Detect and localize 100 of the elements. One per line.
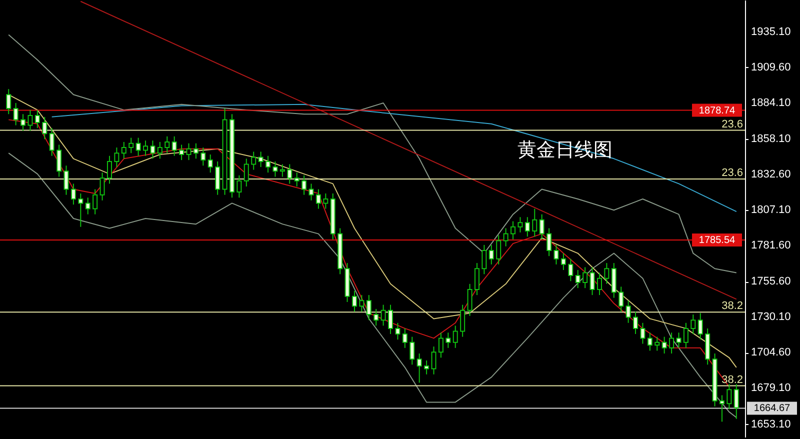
candlestick (28, 109, 33, 132)
candlestick (554, 244, 559, 265)
candlestick (690, 314, 696, 335)
candlestick (136, 137, 141, 156)
candlestick (56, 144, 62, 178)
candlestick (633, 311, 638, 335)
candlestick (416, 352, 422, 384)
y-tick-label: 1755.60 (751, 276, 791, 288)
candlestick (200, 147, 206, 166)
candlestick (402, 328, 408, 348)
candlestick (186, 142, 192, 161)
y-tick-label: 1653.10 (751, 418, 791, 430)
candlestick (374, 308, 379, 326)
candlestick (13, 102, 18, 126)
candlestick (179, 144, 184, 161)
candlestick (532, 208, 538, 238)
candlestick (251, 151, 256, 170)
y-tick-label: 1909.60 (751, 61, 791, 74)
candlestick (359, 294, 364, 312)
ref-line-label: 1785.54 (698, 235, 736, 246)
candlestick (308, 183, 314, 201)
candlestick (316, 188, 321, 210)
candlestick (518, 216, 523, 233)
candlestick (575, 269, 580, 289)
candlestick (510, 220, 516, 240)
candlestick (366, 294, 372, 321)
y-tick-label: 1807.10 (751, 204, 791, 216)
candlestick (604, 262, 610, 284)
candlestick (626, 300, 631, 324)
candlestick (726, 384, 732, 410)
candlestick (78, 192, 84, 228)
candlestick (302, 174, 307, 196)
candlestick (92, 188, 98, 215)
y-tick-label: 1935.10 (751, 26, 791, 38)
candlestick (258, 151, 264, 168)
candlestick (34, 109, 40, 129)
candlestick (539, 214, 544, 240)
candlestick (388, 304, 394, 335)
candlestick (193, 142, 198, 160)
annotation: 38.2 (722, 300, 743, 312)
candlestick (662, 336, 667, 354)
candlestick (431, 346, 436, 375)
candlestick (150, 140, 156, 160)
candlestick (395, 322, 400, 340)
candlestick (236, 174, 242, 198)
y-tick-label: 1832.60 (751, 168, 791, 181)
ref-line-label: 1664.67 (754, 403, 791, 414)
candlestick (49, 128, 54, 156)
candlestick (546, 228, 552, 257)
candlestick (215, 160, 220, 196)
candlestick (128, 137, 134, 154)
candlestick (6, 88, 12, 115)
candlestick (114, 147, 120, 168)
candlestick (64, 165, 69, 196)
candlestick (323, 192, 328, 210)
candlestick (734, 384, 739, 420)
candlestick (106, 155, 112, 184)
candlestick (446, 332, 451, 348)
candlestick (266, 155, 271, 174)
y-tick-label: 1858.10 (751, 133, 791, 146)
candlestick (272, 160, 278, 178)
candlestick (582, 266, 588, 289)
candlestick (488, 244, 494, 265)
y-tick-label: 1884.10 (751, 96, 791, 109)
candlestick (294, 172, 300, 187)
ref-line-label: 1878.74 (698, 105, 736, 116)
candlestick (164, 136, 170, 154)
candlestick (424, 360, 430, 375)
candlestick (596, 272, 602, 296)
y-tick-label: 1704.60 (751, 346, 791, 359)
candlestick (618, 286, 624, 312)
candlestick (208, 154, 213, 174)
candlestick (172, 136, 177, 156)
y-tick-label: 1730.10 (751, 311, 791, 324)
candlestick (380, 304, 386, 326)
candlestick (287, 164, 292, 184)
candlestick (654, 336, 660, 352)
candlestick (42, 116, 48, 140)
candlestick (683, 322, 688, 348)
candlestick (460, 304, 466, 338)
candlestick (524, 216, 530, 238)
candlestick (719, 394, 724, 422)
candlestick (503, 228, 508, 247)
candlestick (100, 172, 105, 201)
candlestick (590, 266, 595, 296)
y-tick-label: 1781.60 (751, 240, 791, 252)
candlestick (85, 197, 90, 215)
candlestick (70, 183, 76, 206)
candlestick (438, 332, 444, 358)
candlestick (467, 283, 472, 316)
candlestick (560, 252, 566, 270)
annotation: 23.6 (722, 166, 743, 179)
candlestick (669, 332, 674, 354)
candlestick (640, 322, 646, 344)
annotation: 23.6 (722, 118, 743, 130)
candlestick (452, 325, 458, 348)
candlestick (410, 336, 415, 366)
candlestick (496, 234, 502, 265)
candlestick (157, 141, 162, 160)
candlestick (280, 164, 285, 178)
